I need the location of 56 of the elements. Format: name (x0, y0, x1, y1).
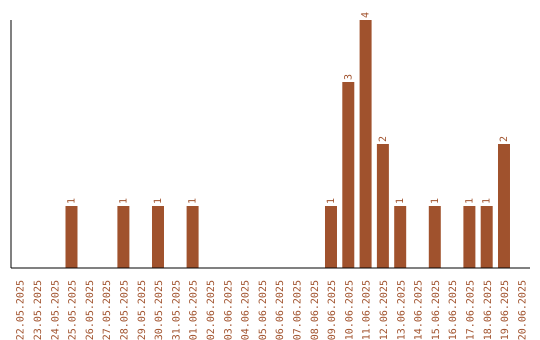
x-tick-label: 19.06.2025 (500, 280, 512, 340)
bar (360, 20, 372, 268)
x-tick-label: 29.05.2025 (136, 280, 148, 340)
data-label: 4 (360, 12, 372, 18)
bar (463, 206, 476, 268)
bar (324, 206, 337, 268)
x-tick-label: 30.05.2025 (154, 280, 166, 340)
bar (480, 206, 493, 268)
x-tick-label: 12.06.2025 (378, 280, 390, 340)
bar (186, 206, 199, 268)
bar (498, 144, 510, 268)
bar (428, 206, 441, 268)
x-tick-label: 18.06.2025 (482, 280, 494, 340)
bar (65, 206, 78, 268)
data-label: 3 (343, 74, 354, 80)
x-tick-label: 03.06.2025 (223, 280, 234, 340)
x-tick-label: 06.06.2025 (275, 280, 286, 340)
bar (152, 206, 164, 268)
x-tick-label: 23.05.2025 (32, 280, 44, 340)
data-label: 1 (66, 198, 78, 204)
x-tick-label: 11.06.2025 (362, 280, 373, 340)
x-tick-label: 14.06.2025 (414, 280, 425, 340)
bar (376, 144, 389, 268)
bar (342, 82, 354, 268)
x-tick-label: 05.06.2025 (258, 280, 269, 340)
bar (394, 206, 406, 268)
x-tick-label: 10.06.2025 (344, 280, 356, 340)
data-label: 1 (118, 198, 130, 204)
x-tick-label: 25.05.2025 (68, 280, 79, 340)
data-label: 2 (378, 136, 389, 142)
x-tick-label: 20.06.2025 (517, 280, 528, 340)
data-label: 1 (188, 198, 199, 204)
x-tick-label: 16.06.2025 (448, 280, 460, 340)
x-tick-label: 22.05.2025 (16, 280, 27, 340)
x-tick-label: 24.05.2025 (50, 280, 62, 340)
data-label: 1 (395, 198, 406, 204)
x-tick-label: 01.06.2025 (188, 280, 200, 340)
bar (117, 206, 130, 268)
data-label: 1 (326, 198, 337, 204)
data-label: 1 (464, 198, 476, 204)
x-tick-label: 27.05.2025 (102, 280, 114, 340)
x-tick-label: 02.06.2025 (206, 280, 217, 340)
x-tick-label: 07.06.2025 (292, 280, 304, 340)
data-label: 1 (482, 198, 493, 204)
x-tick-label: 09.06.2025 (327, 280, 338, 340)
x-tick-label: 31.05.2025 (171, 280, 182, 340)
data-label: 1 (430, 198, 441, 204)
x-tick-label: 28.05.2025 (119, 280, 130, 340)
x-tick-label: 17.06.2025 (465, 280, 476, 340)
data-label: 2 (498, 136, 510, 142)
x-tick-label: 26.05.2025 (84, 280, 96, 340)
data-label: 1 (152, 198, 164, 204)
x-tick-label: 08.06.2025 (310, 280, 321, 340)
x-tick-label: 04.06.2025 (240, 280, 252, 340)
x-tick-label: 15.06.2025 (430, 280, 442, 340)
x-tick-label: 13.06.2025 (396, 280, 408, 340)
